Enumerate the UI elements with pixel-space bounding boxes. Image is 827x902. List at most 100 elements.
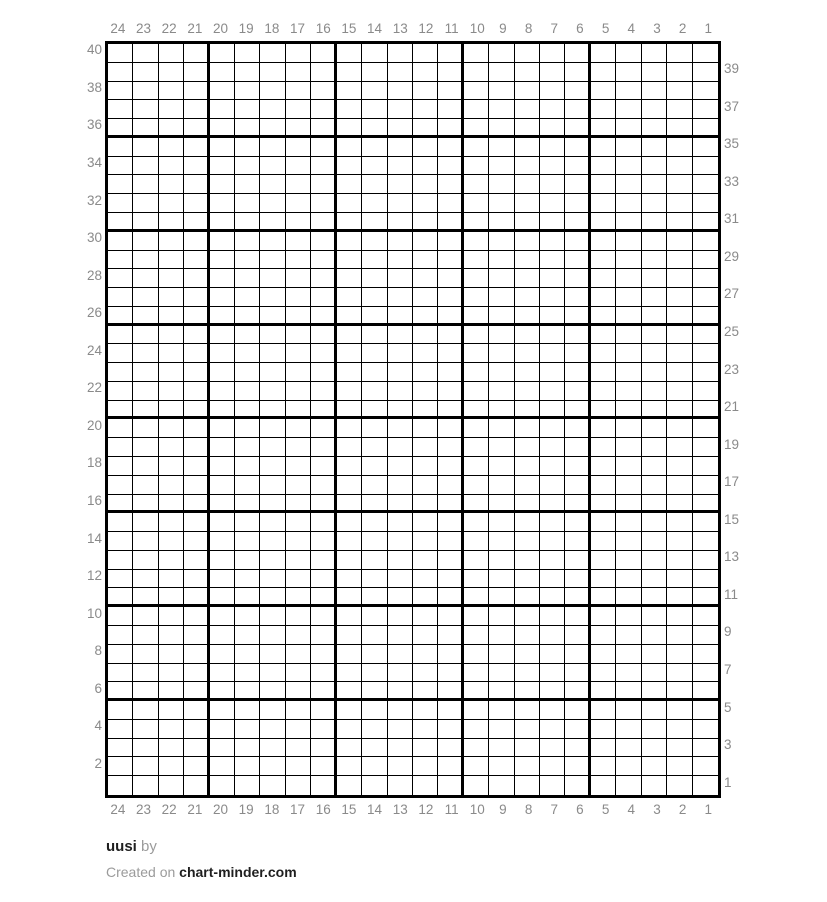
grid-cell[interactable] — [336, 494, 363, 514]
grid-cell[interactable] — [209, 532, 236, 551]
grid-cell[interactable] — [260, 701, 286, 720]
grid-cell[interactable] — [616, 682, 642, 702]
grid-cell[interactable] — [362, 626, 388, 645]
grid-cell[interactable] — [438, 626, 464, 645]
grid-cell[interactable] — [412, 100, 439, 120]
grid-cell[interactable] — [387, 719, 413, 739]
grid-cell[interactable] — [184, 344, 210, 364]
grid-cell[interactable] — [387, 344, 413, 364]
grid-cell[interactable] — [311, 569, 337, 589]
grid-cell[interactable] — [311, 400, 337, 420]
grid-cell[interactable] — [311, 738, 337, 758]
grid-cell[interactable] — [412, 344, 439, 364]
grid-cell[interactable] — [336, 644, 363, 664]
grid-cell[interactable] — [514, 475, 541, 495]
grid-cell[interactable] — [387, 325, 413, 345]
grid-cell[interactable] — [133, 701, 159, 720]
grid-cell[interactable] — [463, 119, 490, 138]
grid-cell[interactable] — [260, 137, 286, 157]
grid-cell[interactable] — [565, 119, 591, 138]
grid-cell[interactable] — [133, 438, 159, 458]
grid-cell[interactable] — [108, 738, 134, 758]
grid-cell[interactable] — [336, 44, 363, 63]
grid-cell[interactable] — [463, 306, 490, 326]
grid-cell[interactable] — [235, 588, 261, 608]
grid-cell[interactable] — [565, 212, 591, 232]
grid-cell[interactable] — [311, 137, 337, 157]
grid-cell[interactable] — [158, 419, 185, 439]
grid-cell[interactable] — [438, 607, 464, 627]
grid-cell[interactable] — [260, 757, 286, 777]
grid-cell[interactable] — [438, 400, 464, 420]
grid-cell[interactable] — [438, 776, 464, 795]
grid-cell[interactable] — [616, 288, 642, 307]
grid-cell[interactable] — [158, 194, 185, 213]
grid-cell[interactable] — [260, 475, 286, 495]
grid-cell[interactable] — [133, 100, 159, 120]
grid-cell[interactable] — [565, 156, 591, 176]
grid-cell[interactable] — [362, 588, 388, 608]
grid-cell[interactable] — [667, 269, 693, 289]
grid-cell[interactable] — [184, 363, 210, 382]
grid-cell[interactable] — [692, 212, 718, 232]
grid-cell[interactable] — [235, 701, 261, 720]
grid-cell[interactable] — [489, 719, 515, 739]
grid-cell[interactable] — [412, 438, 439, 458]
grid-cell[interactable] — [260, 325, 286, 345]
grid-cell[interactable] — [590, 757, 617, 777]
grid-cell[interactable] — [387, 494, 413, 514]
grid-cell[interactable] — [463, 569, 490, 589]
grid-cell[interactable] — [311, 626, 337, 645]
grid-cell[interactable] — [540, 363, 566, 382]
grid-cell[interactable] — [667, 325, 693, 345]
grid-cell[interactable] — [438, 663, 464, 683]
grid-cell[interactable] — [235, 419, 261, 439]
grid-cell[interactable] — [336, 62, 363, 82]
grid-cell[interactable] — [489, 194, 515, 213]
grid-cell[interactable] — [108, 663, 134, 683]
grid-cell[interactable] — [362, 701, 388, 720]
grid-cell[interactable] — [336, 400, 363, 420]
grid-cell[interactable] — [412, 419, 439, 439]
grid-cell[interactable] — [260, 682, 286, 702]
grid-cell[interactable] — [641, 400, 668, 420]
grid-cell[interactable] — [158, 457, 185, 476]
grid-cell[interactable] — [463, 400, 490, 420]
grid-cell[interactable] — [463, 513, 490, 533]
grid-cell[interactable] — [692, 81, 718, 101]
grid-cell[interactable] — [260, 663, 286, 683]
grid-cell[interactable] — [387, 532, 413, 551]
grid-cell[interactable] — [590, 419, 617, 439]
grid-cell[interactable] — [311, 363, 337, 382]
grid-cell[interactable] — [336, 212, 363, 232]
grid-cell[interactable] — [438, 513, 464, 533]
grid-cell[interactable] — [540, 81, 566, 101]
grid-cell[interactable] — [311, 457, 337, 476]
grid-cell[interactable] — [692, 494, 718, 514]
grid-cell[interactable] — [540, 550, 566, 570]
grid-cell[interactable] — [590, 644, 617, 664]
grid-cell[interactable] — [463, 62, 490, 82]
grid-cell[interactable] — [260, 494, 286, 514]
grid-cell[interactable] — [412, 62, 439, 82]
grid-cell[interactable] — [133, 212, 159, 232]
grid-cell[interactable] — [667, 438, 693, 458]
grid-cell[interactable] — [108, 532, 134, 551]
grid-cell[interactable] — [387, 588, 413, 608]
grid-cell[interactable] — [514, 288, 541, 307]
grid-cell[interactable] — [692, 513, 718, 533]
grid-cell[interactable] — [489, 513, 515, 533]
grid-cell[interactable] — [565, 738, 591, 758]
grid-cell[interactable] — [336, 137, 363, 157]
grid-cell[interactable] — [336, 438, 363, 458]
grid-cell[interactable] — [260, 569, 286, 589]
grid-cell[interactable] — [438, 175, 464, 195]
grid-cell[interactable] — [285, 719, 312, 739]
grid-cell[interactable] — [362, 175, 388, 195]
grid-cell[interactable] — [412, 607, 439, 627]
grid-cell[interactable] — [412, 588, 439, 608]
grid-cell[interactable] — [184, 381, 210, 401]
grid-cell[interactable] — [235, 288, 261, 307]
grid-cell[interactable] — [667, 607, 693, 627]
grid-cell[interactable] — [311, 644, 337, 664]
